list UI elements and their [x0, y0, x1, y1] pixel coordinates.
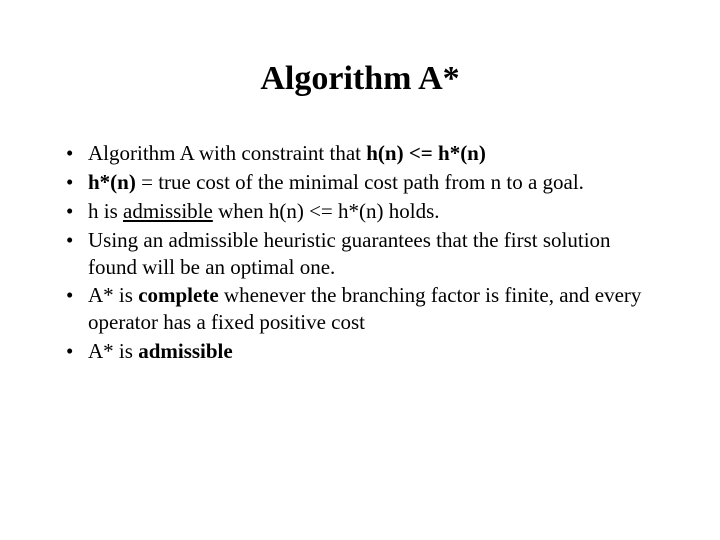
list-item: A* is admissible — [60, 338, 660, 365]
list-item: h is admissible when h(n) <= h*(n) holds… — [60, 198, 660, 225]
list-item: A* is complete whenever the branching fa… — [60, 282, 660, 336]
list-item: Algorithm A with constraint that h(n) <=… — [60, 140, 660, 167]
slide-title: Algorithm A* — [60, 60, 660, 98]
bullet-list: Algorithm A with constraint that h(n) <=… — [60, 140, 660, 365]
list-item: Using an admissible heuristic guarantees… — [60, 227, 660, 281]
list-item: h*(n) = true cost of the minimal cost pa… — [60, 169, 660, 196]
slide: Algorithm A* Algorithm A with constraint… — [0, 0, 720, 540]
